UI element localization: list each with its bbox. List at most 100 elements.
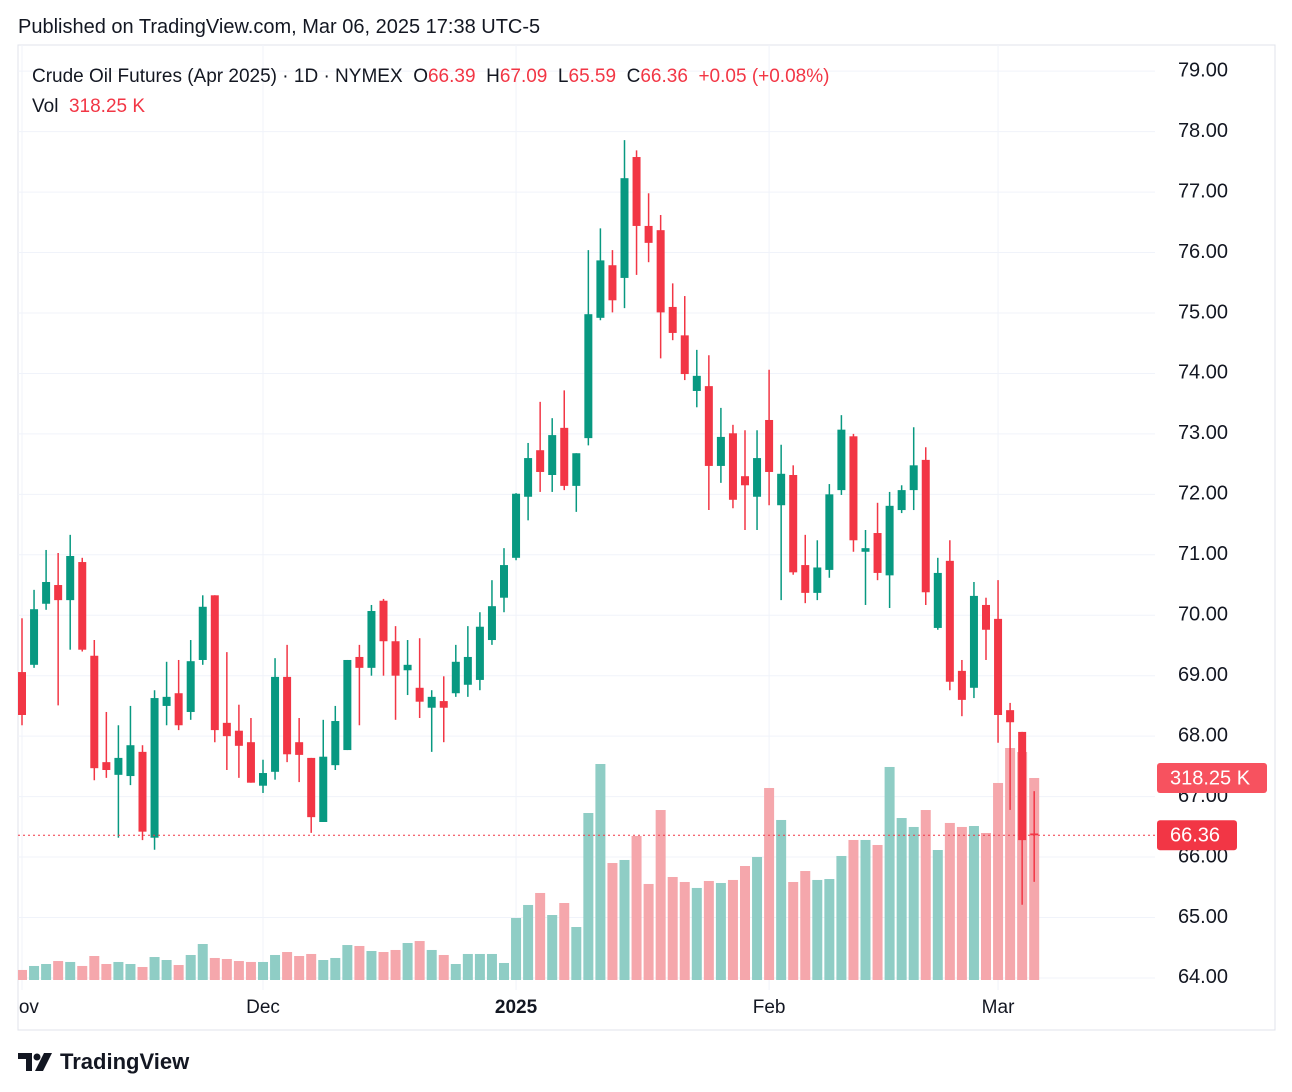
volume-tag-bg: [1157, 762, 1267, 793]
volume-tag: 318.25 K: [1170, 767, 1251, 789]
candle-body: [138, 751, 147, 832]
candle-body: [656, 230, 665, 313]
volume-bars: [18, 748, 1040, 980]
y-tick-label: 72.00: [1178, 483, 1228, 505]
candle-body: [1018, 731, 1027, 841]
candle-body: [259, 773, 267, 786]
volume-bar: [691, 887, 702, 980]
volume-bar: [233, 961, 244, 980]
candles: [18, 140, 1155, 905]
candle-body: [367, 611, 376, 668]
volume-bar: [703, 880, 714, 980]
volume-bar: [137, 966, 148, 980]
candle-body: [584, 314, 593, 439]
candle-body: [885, 505, 894, 576]
y-tick-label: 77.00: [1178, 180, 1228, 202]
candle-body: [801, 565, 810, 593]
volume-bar: [65, 961, 76, 980]
volume-bar: [631, 835, 642, 980]
volume-bar: [173, 965, 184, 980]
y-tick-label: 66.00: [1178, 845, 1228, 867]
candle-body: [102, 762, 111, 771]
candle-body: [222, 722, 231, 737]
legend-change: +0.05: [698, 66, 747, 87]
y-tick-label: 65.00: [1178, 906, 1228, 928]
candle-body: [825, 494, 834, 570]
volume-bar: [402, 942, 413, 980]
candle-body: [379, 600, 388, 642]
volume-bar: [860, 839, 871, 980]
price-tags: 66.36 318.25 K: [1157, 762, 1267, 851]
candle-body: [933, 572, 942, 628]
volume-bar: [354, 945, 365, 980]
candle-body: [403, 664, 412, 671]
candle-body: [524, 458, 533, 497]
volume-bar: [535, 892, 546, 980]
candle-body: [969, 595, 978, 688]
volume-bar: [450, 964, 461, 980]
y-tick-label: 70.00: [1178, 604, 1228, 626]
candle-body: [186, 661, 195, 712]
candle-body: [283, 676, 292, 755]
candle-body: [1006, 710, 1015, 723]
volume-bar: [209, 957, 220, 980]
volume-bar: [330, 957, 341, 980]
candle-body: [174, 693, 183, 726]
x-tick-label: Nov: [5, 997, 39, 1018]
candle-body: [246, 742, 255, 783]
candle-body: [692, 375, 701, 391]
volume-bar: [426, 949, 437, 980]
candle-body: [512, 493, 521, 558]
volume-bar: [438, 954, 449, 980]
candle-body: [741, 476, 749, 486]
volume-bar: [1005, 748, 1016, 980]
candle-body: [921, 459, 930, 593]
x-tick-label: 2025: [495, 997, 538, 1018]
volume-bar: [571, 926, 582, 980]
candle-body: [909, 465, 918, 491]
y-tick-label: 68.00: [1178, 724, 1228, 746]
candle-body: [30, 609, 39, 665]
candle-body: [957, 670, 966, 700]
volume-bar: [788, 881, 799, 980]
volume-bar: [474, 953, 485, 980]
candle-body: [210, 595, 219, 731]
candle-body: [439, 701, 448, 708]
candle-body: [307, 757, 316, 818]
legend-change-pct: (+0.08%): [751, 66, 830, 87]
volume-bar: [547, 915, 558, 980]
candle-body: [753, 458, 762, 497]
grid: [18, 45, 1155, 990]
legend-vol: Vol: [32, 96, 59, 117]
volume-bar: [53, 961, 64, 980]
volume-bar: [956, 826, 967, 980]
legend-h: H: [486, 66, 500, 87]
volume-bar: [294, 956, 305, 980]
volume-bar: [908, 826, 919, 980]
volume-bar: [366, 950, 377, 980]
logo: [18, 1053, 52, 1071]
candle-body: [66, 556, 75, 601]
x-tick-label: Mar: [982, 997, 1015, 1018]
candle-body: [500, 565, 508, 598]
legend-open: 66.39: [427, 66, 476, 87]
volume-bar: [836, 855, 847, 980]
candle-body: [234, 730, 243, 746]
footer: TradingView: [18, 1049, 189, 1075]
candle-body: [487, 606, 496, 641]
volume-bar: [824, 879, 835, 980]
volume-bar: [197, 944, 208, 980]
candle-body: [536, 450, 545, 472]
legend-o: O: [413, 66, 428, 87]
candle-body: [475, 626, 484, 680]
candle-body: [126, 745, 135, 777]
volume-bar: [559, 903, 570, 980]
volume-bar: [607, 863, 618, 980]
volume-bar: [77, 965, 88, 980]
legend-l: L: [557, 66, 569, 87]
volume-bar: [872, 844, 883, 980]
volume-bar: [764, 787, 775, 980]
y-tick-label: 79.00: [1178, 59, 1228, 81]
y-tick-label: 71.00: [1178, 543, 1228, 565]
volume-bar: [41, 964, 52, 980]
